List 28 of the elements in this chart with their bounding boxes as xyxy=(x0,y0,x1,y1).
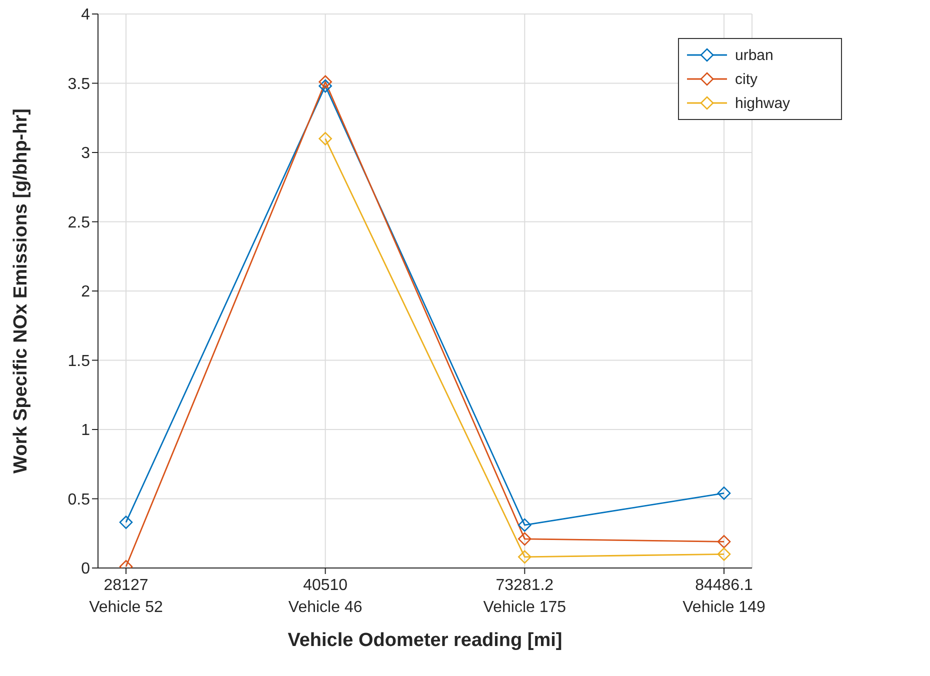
y-tick-label: 1 xyxy=(81,422,90,440)
point xyxy=(518,532,532,546)
y-tick-label: 0.5 xyxy=(68,491,90,508)
x-axis-title: Vehicle Odometer reading [mi] xyxy=(288,630,562,651)
point xyxy=(717,548,731,561)
point xyxy=(518,518,532,532)
y-tick-label: 0 xyxy=(81,560,90,578)
y-tick-label: 4 xyxy=(81,6,90,24)
x-tick-label: 40510 Vehicle 46 xyxy=(288,577,362,616)
point xyxy=(717,535,731,548)
point xyxy=(119,516,133,529)
y-tick-label: 3 xyxy=(81,145,90,162)
y-tick-label: 2.5 xyxy=(68,214,90,232)
legend-label: highway xyxy=(735,94,790,112)
y-tick-label: 2 xyxy=(81,284,90,301)
x-tick-label: 73281.2 Vehicle 175 xyxy=(483,577,566,616)
x-tick-label: 84486.1 Vehicle 149 xyxy=(682,577,766,616)
point xyxy=(518,550,532,564)
y-axis-title: Work Specific NOx Emissions [g/bhp-hr] xyxy=(10,108,32,474)
point xyxy=(318,132,332,146)
legend-label: city xyxy=(735,70,758,88)
y-tick-label: 3.5 xyxy=(68,76,90,93)
y-tick-label: 1.5 xyxy=(68,352,90,370)
x-tick-label: 28127 Vehicle 52 xyxy=(89,577,164,616)
point xyxy=(717,486,731,500)
point xyxy=(318,79,332,93)
point xyxy=(318,75,332,89)
legend-label: urban xyxy=(735,46,774,64)
